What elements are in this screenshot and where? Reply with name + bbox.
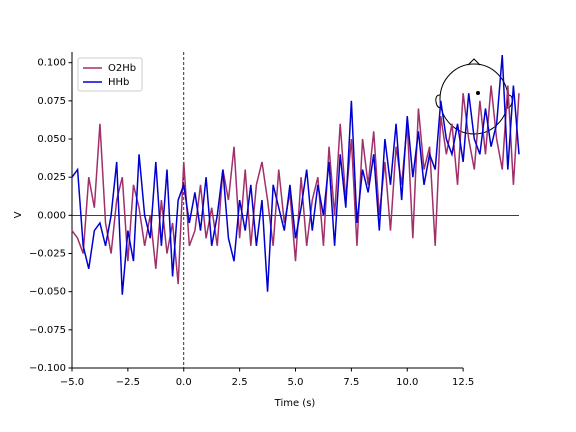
x-tick-label: 2.5: [232, 377, 248, 388]
y-tick-label: 0.025: [37, 172, 66, 183]
legend-label: HHb: [108, 77, 129, 88]
x-axis-label: Time (s): [274, 398, 316, 409]
y-tick-label: −0.050: [29, 287, 66, 298]
y-tick-label: 0.100: [37, 58, 66, 69]
y-tick-label: 0.000: [37, 210, 66, 221]
series-line: [71, 85, 520, 285]
legend-label: O2Hb: [108, 63, 136, 74]
y-axis-label: V: [13, 211, 24, 218]
y-tick-label: −0.075: [29, 325, 66, 336]
series-line: [71, 54, 520, 295]
x-tick-label: 12.5: [452, 377, 474, 388]
y-tick-label: −0.025: [29, 249, 66, 260]
y-tick-label: 0.050: [37, 134, 66, 145]
x-tick-label: 0.0: [176, 377, 192, 388]
x-tick-label: 10.0: [396, 377, 418, 388]
x-tick-label: 7.5: [343, 377, 359, 388]
x-tick-label: −2.5: [116, 377, 140, 388]
x-tick-label: 5.0: [288, 377, 304, 388]
y-tick-label: −0.100: [29, 363, 66, 374]
legend: O2Hb HHb: [77, 57, 143, 92]
y-tick-label: 0.075: [37, 96, 66, 107]
x-tick-label: −5.0: [60, 377, 84, 388]
